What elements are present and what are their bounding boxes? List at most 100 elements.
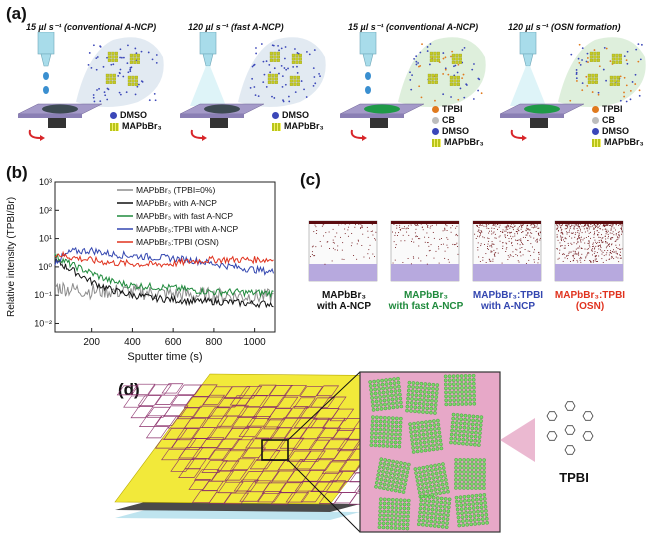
ion-point	[485, 253, 487, 255]
ion-point	[528, 259, 530, 261]
ion-point	[493, 224, 495, 226]
surface-layer	[473, 221, 541, 224]
ion-point	[563, 239, 564, 241]
ion-point	[446, 225, 448, 227]
ion-point	[336, 232, 338, 234]
ion-point	[479, 224, 481, 226]
ion-point	[575, 253, 577, 255]
ion-point	[516, 233, 518, 235]
panel-a-legend-item: DMSO	[272, 110, 309, 120]
ion-point	[507, 232, 508, 234]
ion-point	[613, 249, 615, 251]
ion-point	[613, 227, 615, 229]
ion-point	[488, 240, 489, 242]
nanocrystal-grain	[405, 380, 440, 415]
droplet	[365, 86, 371, 94]
ion-point	[415, 235, 417, 237]
ion-point	[528, 229, 530, 231]
ion-point	[494, 223, 496, 225]
mapbbr3-crystal	[609, 75, 620, 86]
ion-point	[523, 223, 525, 225]
ion-point	[417, 224, 418, 226]
molecule-dot	[263, 73, 266, 76]
ion-point	[334, 249, 336, 251]
ion-point	[312, 245, 314, 247]
ion-point	[494, 237, 496, 239]
ion-point	[618, 261, 620, 263]
ion-point	[619, 251, 621, 253]
ion-point	[600, 228, 601, 230]
ion-point	[441, 238, 442, 239]
ion-point	[577, 223, 579, 225]
ion-point	[578, 234, 580, 236]
ion-point	[594, 255, 596, 257]
ion-point	[615, 224, 617, 226]
ion-point	[455, 233, 457, 235]
molecule-dot	[319, 75, 321, 78]
ion-point	[564, 228, 566, 230]
ion-point	[592, 261, 594, 263]
ion-point	[508, 240, 510, 242]
molecule-dot	[597, 93, 600, 96]
ion-point	[498, 236, 500, 238]
ion-point	[315, 246, 317, 248]
ion-point	[606, 224, 608, 226]
molecule-dot	[442, 93, 445, 96]
panel-a-legend-item: TPBI	[592, 104, 623, 114]
ion-point	[594, 247, 596, 249]
ion-point	[608, 244, 610, 246]
ion-point	[588, 252, 590, 254]
ion-point	[584, 225, 586, 227]
ion-point	[556, 228, 558, 230]
ion-point	[611, 244, 612, 246]
ion-point	[357, 239, 359, 241]
ion-point	[514, 235, 516, 237]
ion-point	[512, 251, 514, 253]
ion-point	[613, 234, 615, 236]
substrate-region	[391, 264, 459, 281]
panel-a-legend-item: DMSO	[592, 126, 629, 136]
ion-point	[428, 245, 430, 247]
ion-point	[575, 223, 577, 225]
ion-point	[333, 242, 335, 244]
molecule-dot	[442, 73, 445, 75]
ion-point	[521, 224, 523, 226]
molecule-dot	[119, 68, 122, 71]
molecule-dot	[126, 62, 129, 65]
ion-point	[598, 248, 600, 250]
ion-point	[422, 229, 424, 231]
ion-point	[494, 255, 496, 257]
ion-point	[444, 227, 446, 229]
molecule-dot	[95, 68, 98, 71]
y-tick-label: 10⁻¹	[34, 290, 52, 300]
ion-point	[505, 230, 507, 232]
ion-point	[324, 263, 326, 265]
ion-point	[621, 224, 623, 226]
ion-point	[576, 259, 578, 261]
ion-point	[584, 231, 586, 233]
ion-point	[522, 231, 524, 233]
ion-point	[576, 239, 578, 241]
molecule-dot	[462, 73, 465, 76]
ion-point	[402, 234, 404, 236]
ion-point	[487, 243, 489, 245]
ion-point	[616, 253, 618, 254]
ion-point	[407, 227, 409, 229]
series-line-2	[54, 257, 274, 309]
ion-point	[562, 260, 564, 262]
molecule-dot	[415, 60, 418, 63]
ion-point	[519, 226, 520, 228]
ion-point	[578, 247, 580, 249]
nanocrystal-grain	[413, 462, 450, 499]
ion-point	[589, 260, 591, 262]
ion-point	[598, 232, 600, 233]
molecule-dot	[410, 88, 413, 91]
ion-point	[413, 241, 415, 243]
ion-point	[482, 236, 484, 238]
ion-point	[601, 234, 602, 236]
ion-point	[605, 233, 607, 235]
molecule-dot	[442, 57, 445, 60]
ion-point	[506, 247, 508, 249]
substrate-region	[555, 264, 623, 281]
molecule-dot	[625, 100, 628, 103]
